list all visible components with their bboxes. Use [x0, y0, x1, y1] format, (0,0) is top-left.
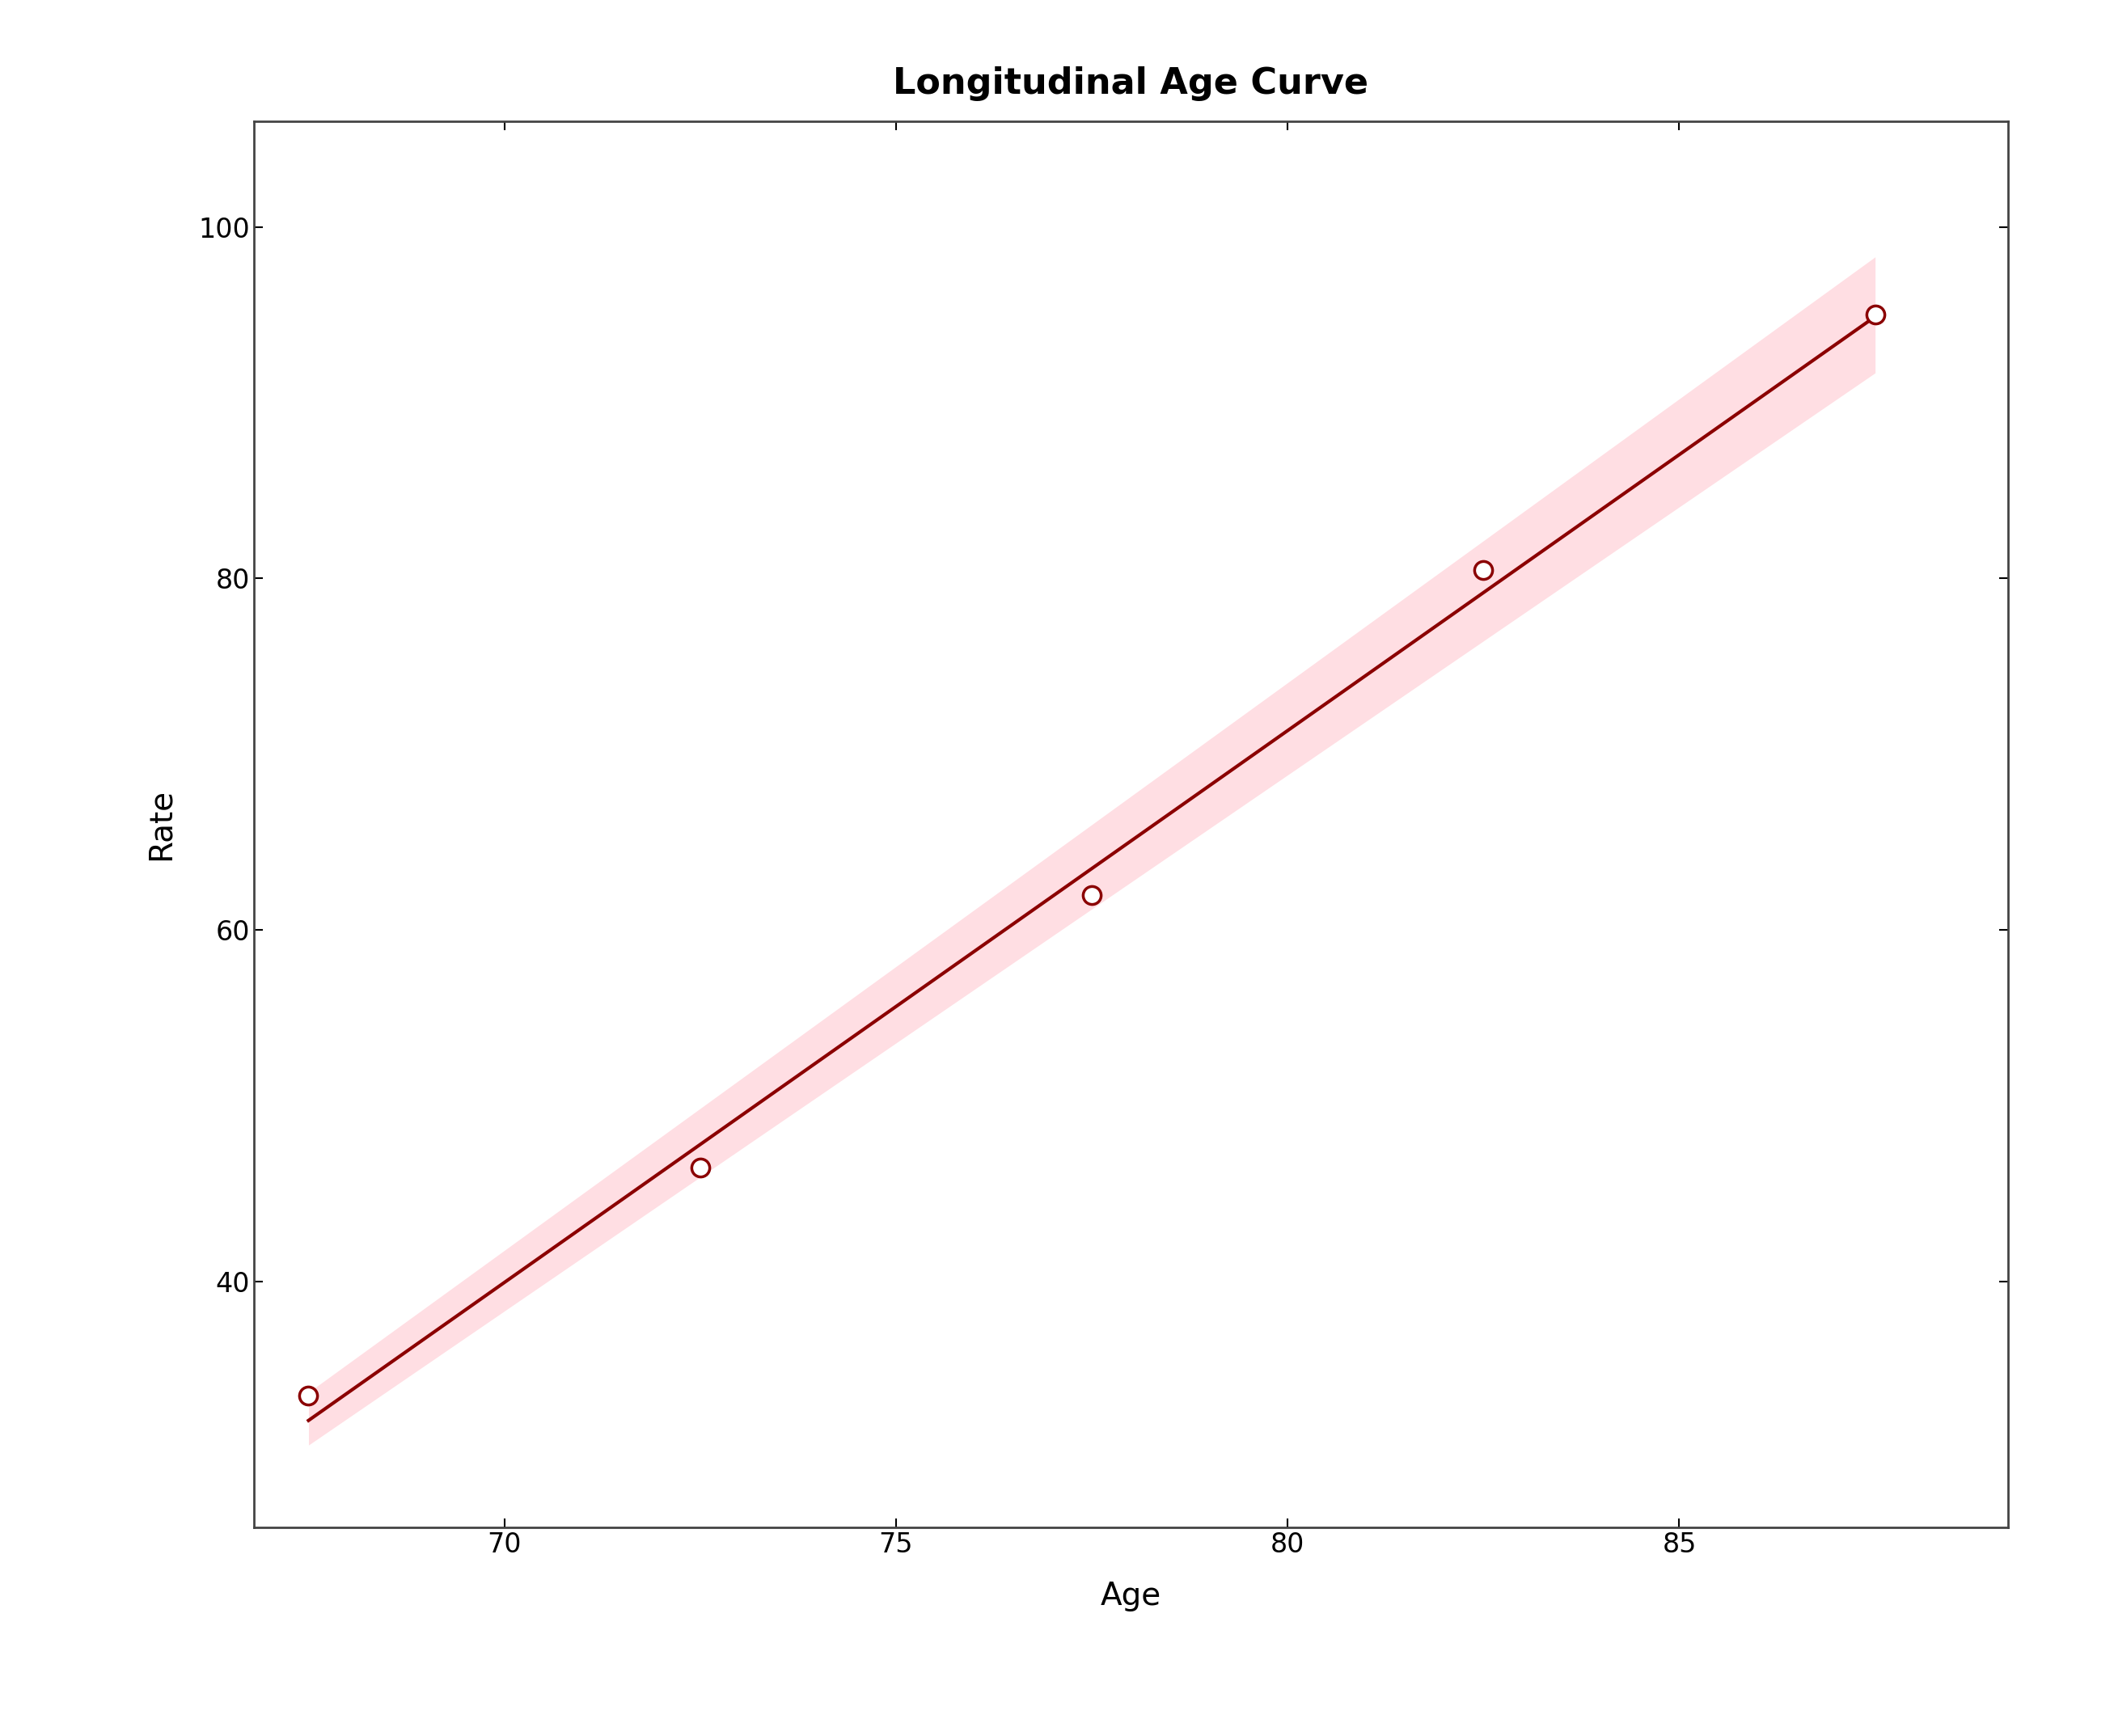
Title: Longitudinal Age Curve: Longitudinal Age Curve [894, 66, 1368, 101]
Y-axis label: Rate: Rate [146, 788, 175, 861]
X-axis label: Age: Age [1101, 1581, 1161, 1611]
